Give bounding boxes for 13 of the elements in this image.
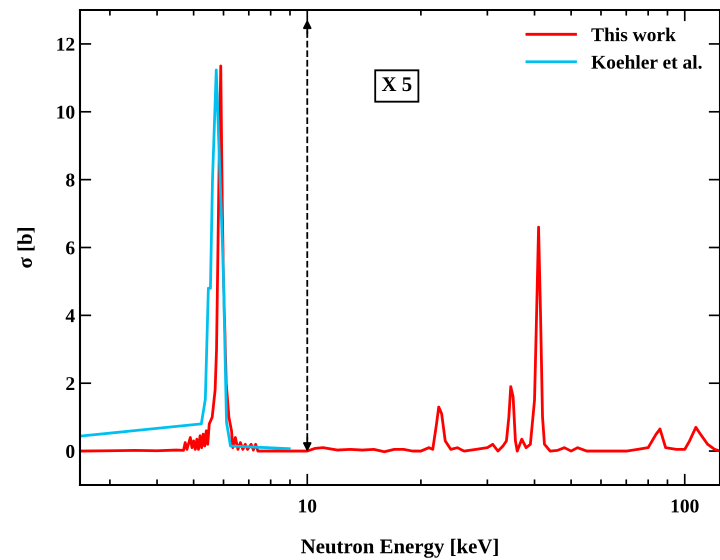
- y-tick-label: 12: [57, 38, 74, 51]
- y-tick-label: 6: [66, 241, 75, 254]
- legend-label: This work: [591, 28, 676, 42]
- y-tick-label: 10: [57, 106, 74, 119]
- y-tick-label: 0: [66, 444, 74, 458]
- x-tick-label: 100: [672, 499, 699, 513]
- y-axis-title: σ [b]: [17, 228, 35, 268]
- y-tick-label: 4: [66, 309, 75, 322]
- x-axis-title: Neutron Energy [keV]: [301, 538, 498, 558]
- legend-label: Koehler et al.: [591, 55, 702, 69]
- y-tick-label: 8: [66, 173, 74, 187]
- annotation: X 5: [382, 77, 412, 92]
- y-tick-label: 2: [66, 377, 74, 390]
